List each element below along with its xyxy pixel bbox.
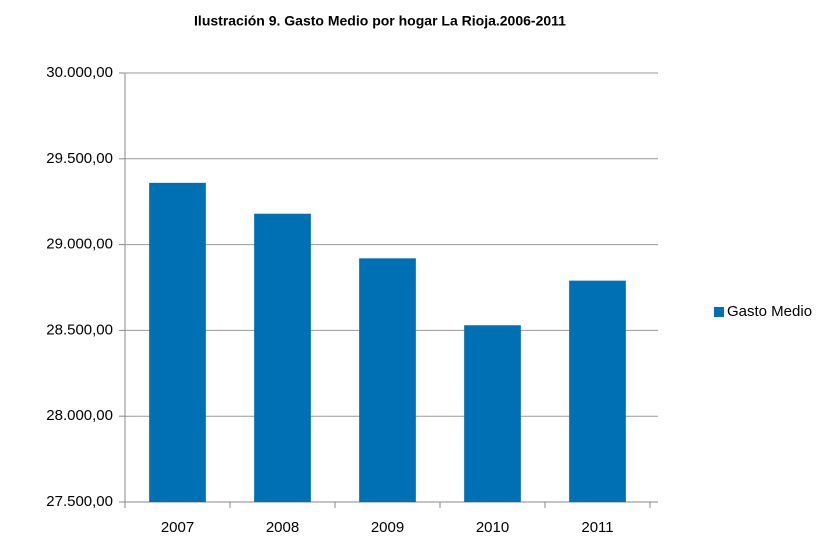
legend-swatch: [714, 307, 724, 317]
y-tick-label: 29.000,00: [46, 236, 113, 253]
y-tick-label: 28.500,00: [46, 321, 113, 338]
legend-label: Gasto Medio: [727, 303, 812, 320]
x-tick-label: 2008: [266, 519, 299, 536]
bar: [464, 325, 521, 502]
x-tick-label: 2009: [371, 519, 404, 536]
y-tick-label: 29.500,00: [46, 150, 113, 167]
y-tick-label: 28.000,00: [46, 407, 113, 424]
chart-title: Ilustración 9. Gasto Medio por hogar La …: [194, 13, 566, 29]
y-tick-label: 27.500,00: [46, 493, 113, 510]
x-tick-label: 2010: [476, 519, 509, 536]
bar: [254, 213, 311, 502]
y-tick-label: 30.000,00: [46, 64, 113, 81]
bar: [569, 280, 626, 502]
x-tick-label: 2011: [581, 519, 613, 536]
x-tick-label: 2007: [161, 519, 194, 536]
bar: [359, 258, 416, 502]
bar: [149, 182, 206, 502]
